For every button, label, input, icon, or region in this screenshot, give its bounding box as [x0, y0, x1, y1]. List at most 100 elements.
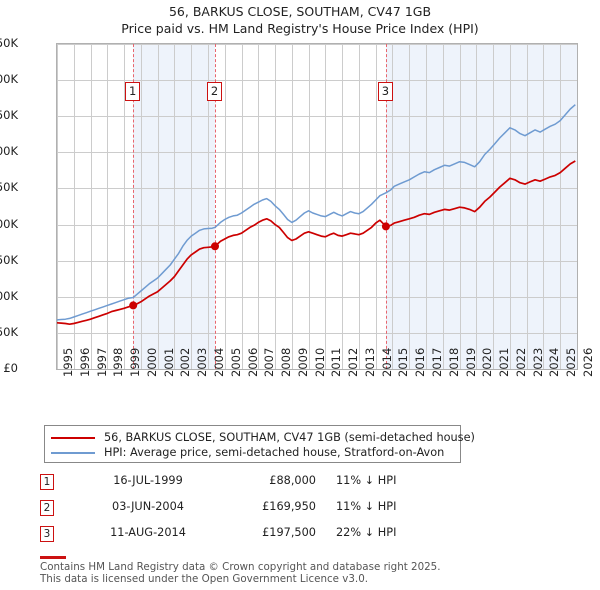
- vertical-gridline: [158, 44, 159, 369]
- x-tick-label: 1997: [94, 347, 109, 377]
- vertical-gridline: [476, 44, 477, 369]
- x-tick-label: 2007: [262, 347, 277, 377]
- x-tick-label: 2009: [295, 347, 310, 377]
- x-tick-label: 2013: [362, 347, 377, 377]
- legend-item-hpi: HPI: Average price, semi-detached house,…: [51, 445, 454, 460]
- x-tick-label: 2020: [480, 347, 495, 377]
- legend-item-property: 56, BARKUS CLOSE, SOUTHAM, CV47 1GB (sem…: [51, 430, 475, 445]
- horizontal-gridline: [57, 333, 577, 334]
- x-tick-label: 2003: [195, 347, 210, 377]
- y-tick-label: £0: [3, 361, 18, 375]
- event-vertical-line: [385, 44, 387, 369]
- row-index-badge: 1: [40, 474, 54, 490]
- vertical-gridline: [392, 44, 393, 369]
- event-marker-3[interactable]: 3: [377, 82, 393, 101]
- x-tick-label: 2006: [245, 347, 260, 377]
- vertical-gridline: [74, 44, 75, 369]
- x-tick-label: 2025: [564, 347, 579, 377]
- x-tick-label: 2014: [379, 347, 394, 377]
- horizontal-gridline: [57, 297, 577, 298]
- event-marker-2[interactable]: 2: [207, 82, 222, 101]
- x-tick-label: 2021: [497, 347, 512, 377]
- row-index-badge: 3: [40, 526, 54, 542]
- x-tick-label: 2022: [513, 347, 528, 377]
- x-tick-label: 2008: [279, 347, 294, 377]
- x-tick-label: 2001: [161, 347, 176, 377]
- y-tick-label: £350K: [0, 108, 18, 122]
- vertical-gridline: [258, 44, 259, 369]
- vertical-gridline: [376, 44, 377, 369]
- vertical-gridline: [141, 44, 142, 369]
- table-row: 2 03-JUN-2004 £169,950 11% ↓ HPI: [40, 500, 470, 526]
- plot-canvas: [56, 43, 578, 370]
- vertical-gridline: [325, 44, 326, 369]
- vertical-gridline: [426, 44, 427, 369]
- row-date: 03-JUN-2004: [112, 500, 184, 513]
- x-tick-label: 2000: [144, 347, 159, 377]
- sale-point-3[interactable]: [381, 222, 390, 231]
- series-lines: [57, 104, 576, 326]
- legend-label-hpi: HPI: Average price, semi-detached house,…: [104, 446, 445, 459]
- chart-title: 56, BARKUS CLOSE, SOUTHAM, CV47 1GB: [168, 4, 432, 19]
- vertical-gridline: [309, 44, 310, 369]
- x-tick-label: 2017: [430, 347, 445, 377]
- sale-point-2[interactable]: [211, 242, 219, 251]
- event-vertical-line: [133, 44, 135, 369]
- shaded-range: [385, 44, 577, 369]
- y-tick-label: £300K: [0, 144, 18, 158]
- vertical-gridline: [57, 44, 58, 369]
- footer-line-1: Contains HM Land Registry data © Crown c…: [40, 561, 441, 573]
- y-tick-label: £200K: [0, 217, 18, 231]
- vertical-gridline: [124, 44, 125, 369]
- row-index-badge: 2: [40, 500, 54, 516]
- row-price: £88,000: [269, 474, 316, 487]
- event-marker-1[interactable]: 1: [125, 82, 141, 101]
- vertical-gridline: [91, 44, 92, 369]
- vertical-gridline: [208, 44, 209, 369]
- vertical-gridline: [443, 44, 444, 369]
- x-tick-label: 2024: [547, 347, 562, 377]
- sale-point-1[interactable]: [129, 301, 138, 310]
- x-tick-label: 1995: [61, 347, 75, 377]
- footer-line-2: This data is licensed under the Open Gov…: [40, 573, 369, 585]
- vertical-gridline: [527, 44, 528, 369]
- horizontal-gridline: [57, 261, 577, 262]
- chart-legend: 56, BARKUS CLOSE, SOUTHAM, CV47 1GB (sem…: [44, 425, 475, 463]
- vertical-gridline: [191, 44, 192, 369]
- x-tick-label: 2004: [211, 347, 226, 377]
- y-tick-label: £100K: [0, 289, 18, 303]
- legend-swatch-property: [51, 436, 95, 439]
- x-tick-label: 2002: [178, 347, 193, 377]
- vertical-gridline: [560, 44, 561, 369]
- horizontal-gridline: [57, 116, 577, 117]
- x-tick-label: 2010: [312, 347, 327, 377]
- y-tick-label: £250K: [0, 180, 18, 194]
- footer-attribution: Contains HM Land Registry data © Crown c…: [40, 556, 580, 585]
- x-tick-label: 2018: [446, 347, 461, 377]
- vertical-gridline: [543, 44, 544, 369]
- chart-plot-area: 1 2 3 1995 1996 1997 1998 1999 2000 2001 2002 2003…: [0, 36, 600, 377]
- y-tick-label: £400K: [0, 72, 18, 86]
- vertical-gridline: [242, 44, 243, 369]
- horizontal-gridline: [57, 188, 577, 189]
- x-tick-label: 2019: [463, 347, 478, 377]
- legend-swatch-hpi: [51, 451, 95, 454]
- row-price: £197,500: [262, 526, 316, 539]
- horizontal-gridline: [57, 44, 577, 45]
- x-tick-label: 2011: [329, 347, 344, 377]
- footer-rule: [40, 556, 66, 559]
- x-tick-label: 2005: [228, 347, 243, 377]
- vertical-gridline: [292, 44, 293, 369]
- horizontal-gridline: [57, 225, 577, 226]
- row-price: £169,950: [262, 500, 316, 513]
- chart-subtitle: Price paid vs. HM Land Registry's House …: [121, 21, 479, 36]
- y-tick-label: £50K: [0, 325, 18, 339]
- vertical-gridline: [342, 44, 343, 369]
- horizontal-gridline: [57, 80, 577, 81]
- vertical-gridline: [359, 44, 360, 369]
- vertical-gridline: [174, 44, 175, 369]
- vertical-gridline: [409, 44, 410, 369]
- horizontal-gridline: [57, 152, 577, 153]
- x-tick-label: 2012: [346, 347, 361, 377]
